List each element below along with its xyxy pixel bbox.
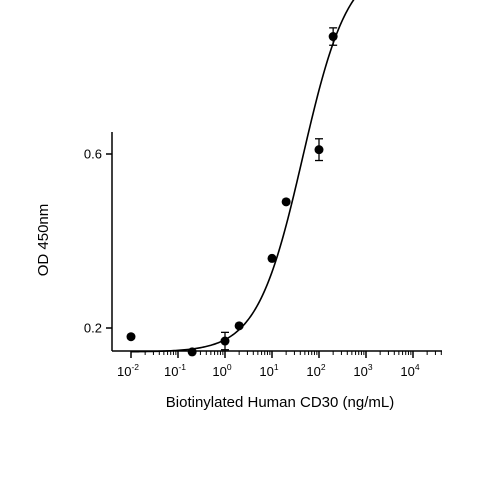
fit-curve: [130, 0, 355, 353]
x-tick-label: 10-1: [164, 362, 186, 379]
data-point: [234, 321, 244, 331]
x-tick-label: 100: [212, 362, 231, 379]
fit-curve-group: [130, 0, 355, 353]
data-points: [126, 27, 338, 357]
y-axis-title: OD 450nm: [35, 204, 52, 277]
x-tick-label: 102: [306, 362, 325, 379]
y-tick-label: 0.6: [84, 147, 102, 162]
data-point: [314, 145, 324, 155]
data-point: [126, 332, 136, 342]
x-tick-label: 101: [259, 362, 278, 379]
data-point: [267, 253, 277, 263]
data-point: [281, 197, 291, 207]
data-point: [187, 347, 197, 357]
x-axis-title: Biotinylated Human CD30 (ng/mL): [166, 394, 394, 411]
data-point: [220, 336, 230, 346]
x-tick-label: 10-2: [117, 362, 139, 379]
y-tick-label: 0.2: [84, 321, 102, 336]
data-point: [328, 32, 338, 42]
x-tick-label: 103: [353, 362, 372, 379]
x-tick-label: 104: [400, 362, 419, 379]
